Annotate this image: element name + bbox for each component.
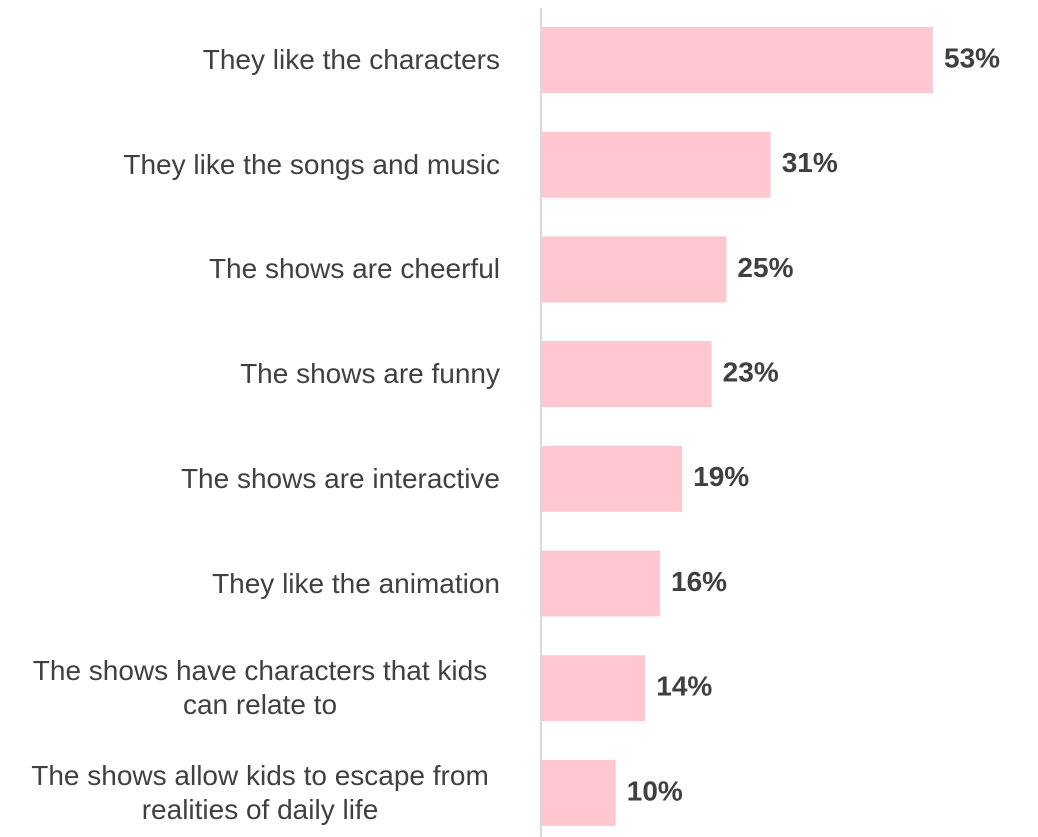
bar — [542, 236, 727, 303]
category-label-row: They like the songs and music — [0, 148, 500, 182]
category-label-row: The shows have characters that kids can … — [0, 654, 500, 722]
bar — [542, 445, 683, 512]
bar — [542, 759, 616, 826]
bar — [542, 131, 771, 198]
value-label: 10% — [627, 775, 683, 806]
bar — [542, 27, 933, 93]
category-label-row: The shows allow kids to escape from real… — [0, 759, 500, 827]
category-label: The shows are cheerful — [208, 253, 500, 285]
bar — [542, 550, 661, 617]
category-label: They like the songs and music — [123, 148, 500, 180]
category-label: The shows have characters that kids can … — [32, 655, 488, 721]
category-label-row: The shows are funny — [0, 357, 500, 391]
value-label: 23% — [723, 356, 779, 387]
value-label: 25% — [737, 252, 793, 283]
category-label-row: They like the characters — [0, 43, 500, 77]
category-label: The shows are funny — [240, 358, 500, 390]
category-label: The shows allow kids to escape from real… — [31, 759, 489, 825]
category-label-row: The shows are interactive — [0, 462, 500, 496]
category-label-row: They like the animation — [0, 567, 500, 601]
category-label: The shows are interactive — [180, 462, 500, 494]
value-label: 53% — [944, 42, 1000, 73]
value-label: 16% — [671, 566, 727, 597]
category-label: They like the animation — [212, 567, 500, 599]
category-label-row: The shows are cheerful — [0, 252, 500, 286]
bar — [542, 341, 712, 408]
value-label: 19% — [693, 461, 749, 492]
category-label: They like the characters — [202, 44, 500, 75]
value-label: 31% — [782, 147, 838, 178]
bar — [542, 655, 646, 722]
value-label: 14% — [656, 671, 712, 702]
